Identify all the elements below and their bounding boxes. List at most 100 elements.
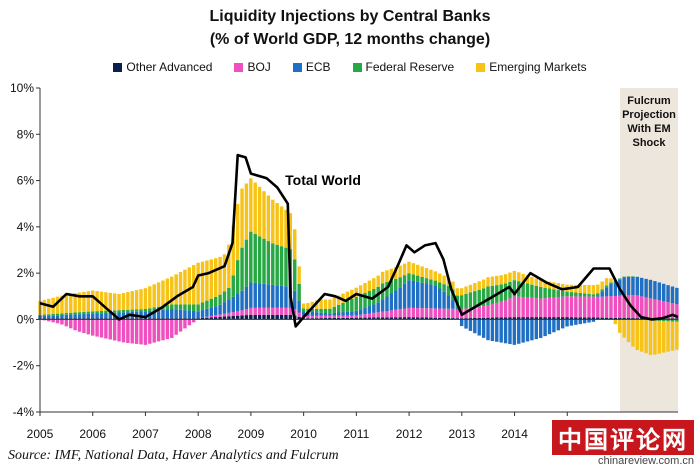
bar-segment xyxy=(249,282,253,308)
bar-segment xyxy=(73,293,77,313)
bar-segment xyxy=(240,290,244,311)
bar-segment xyxy=(126,318,130,320)
bar-segment xyxy=(55,296,60,314)
bar-segment xyxy=(108,318,112,320)
bar-segment xyxy=(284,247,288,287)
bar-segment xyxy=(222,291,227,303)
bar-segment xyxy=(613,281,618,296)
bar-segment xyxy=(42,299,47,315)
bar-segment xyxy=(148,319,152,344)
bar-segment xyxy=(345,315,350,318)
bar-segment xyxy=(257,307,262,315)
bar-segment xyxy=(613,295,618,318)
bar-segment xyxy=(187,304,192,311)
bar-segment xyxy=(271,314,275,320)
bar-segment xyxy=(235,315,240,320)
bar-segment xyxy=(372,278,376,290)
bar-segment xyxy=(604,287,609,297)
legend-label: Federal Reserve xyxy=(365,60,455,74)
bar-segment xyxy=(499,301,503,318)
y-tick-label: 6% xyxy=(17,174,35,188)
bar-segment xyxy=(569,296,574,318)
bar-segment xyxy=(51,315,55,319)
bar-segment xyxy=(609,296,613,318)
bar-segment xyxy=(596,293,600,296)
bar-segment xyxy=(121,312,126,319)
bar-segment xyxy=(319,312,323,316)
bar-segment xyxy=(262,191,266,239)
bar-segment xyxy=(112,319,117,341)
bar-segment xyxy=(266,284,271,308)
source-note: Source: IMF, National Data, Haver Analyt… xyxy=(8,448,339,463)
total-world-line xyxy=(39,153,679,328)
bar-segment xyxy=(653,281,657,300)
bar-segment xyxy=(213,306,218,316)
bar-segment xyxy=(486,277,490,287)
bar-segment xyxy=(341,317,345,320)
bar-segment xyxy=(77,292,82,313)
bar-segment xyxy=(534,319,539,340)
bar-segment xyxy=(64,313,69,315)
bar-segment xyxy=(455,307,459,309)
bar-segment xyxy=(99,291,104,311)
bar-segment xyxy=(661,319,666,322)
bar-segment xyxy=(525,317,530,320)
bar-segment xyxy=(165,319,170,340)
bar-segment xyxy=(227,312,231,317)
bar-segment xyxy=(293,309,297,316)
bar-segment xyxy=(108,319,112,340)
bar-segment xyxy=(152,319,156,343)
bar-segment xyxy=(591,296,596,318)
bar-segment xyxy=(525,319,530,342)
bar-segment xyxy=(464,293,468,309)
bar-segment xyxy=(60,295,64,314)
bar-segment xyxy=(481,319,486,338)
watermark-url: chinareview.com.cn xyxy=(598,455,694,467)
bar-segment xyxy=(165,318,170,320)
bar-segment xyxy=(481,317,486,320)
bar-segment xyxy=(433,308,438,318)
bar-segment xyxy=(578,296,582,318)
bar-segment xyxy=(556,290,560,298)
bar-segment xyxy=(604,317,609,320)
bar-segment xyxy=(69,319,73,329)
bar-segment xyxy=(385,270,389,282)
bar-segment xyxy=(582,319,587,324)
bar-segment xyxy=(648,279,653,299)
bar-segment xyxy=(218,314,222,317)
bar-segment xyxy=(227,299,231,313)
bar-segment xyxy=(257,283,262,308)
bar-segment xyxy=(402,308,407,318)
bar-segment xyxy=(433,280,438,286)
bar-segment xyxy=(262,283,266,308)
bar-segment xyxy=(284,286,288,308)
bar-segment xyxy=(42,314,47,316)
bar-segment xyxy=(499,319,503,343)
bar-segment xyxy=(635,276,640,296)
bar-segment xyxy=(420,308,424,318)
bar-segment xyxy=(604,285,609,288)
bar-segment xyxy=(350,311,354,316)
bar-segment xyxy=(332,297,336,307)
bar-segment xyxy=(596,284,600,294)
bar-segment xyxy=(262,238,266,284)
bar-segment xyxy=(626,276,631,277)
projection-label-line: With EM xyxy=(627,123,670,135)
bar-segment xyxy=(187,319,192,326)
y-tick-label: -2% xyxy=(13,359,35,373)
bar-segment xyxy=(547,317,552,320)
bar-segment xyxy=(416,317,420,320)
legend-label: BOJ xyxy=(247,60,271,74)
total-world-label: Total World xyxy=(285,172,361,188)
bar-segment xyxy=(244,315,249,320)
bar-segment xyxy=(446,285,451,296)
bar-segment xyxy=(130,291,134,310)
bar-segment xyxy=(310,301,315,309)
bar-segment xyxy=(424,278,429,284)
bar-segment xyxy=(657,282,662,301)
legend-swatch xyxy=(234,62,244,72)
bar-segment xyxy=(139,319,143,345)
bar-segment xyxy=(249,178,253,232)
bar-segment xyxy=(578,284,582,293)
bar-segment xyxy=(60,318,64,320)
